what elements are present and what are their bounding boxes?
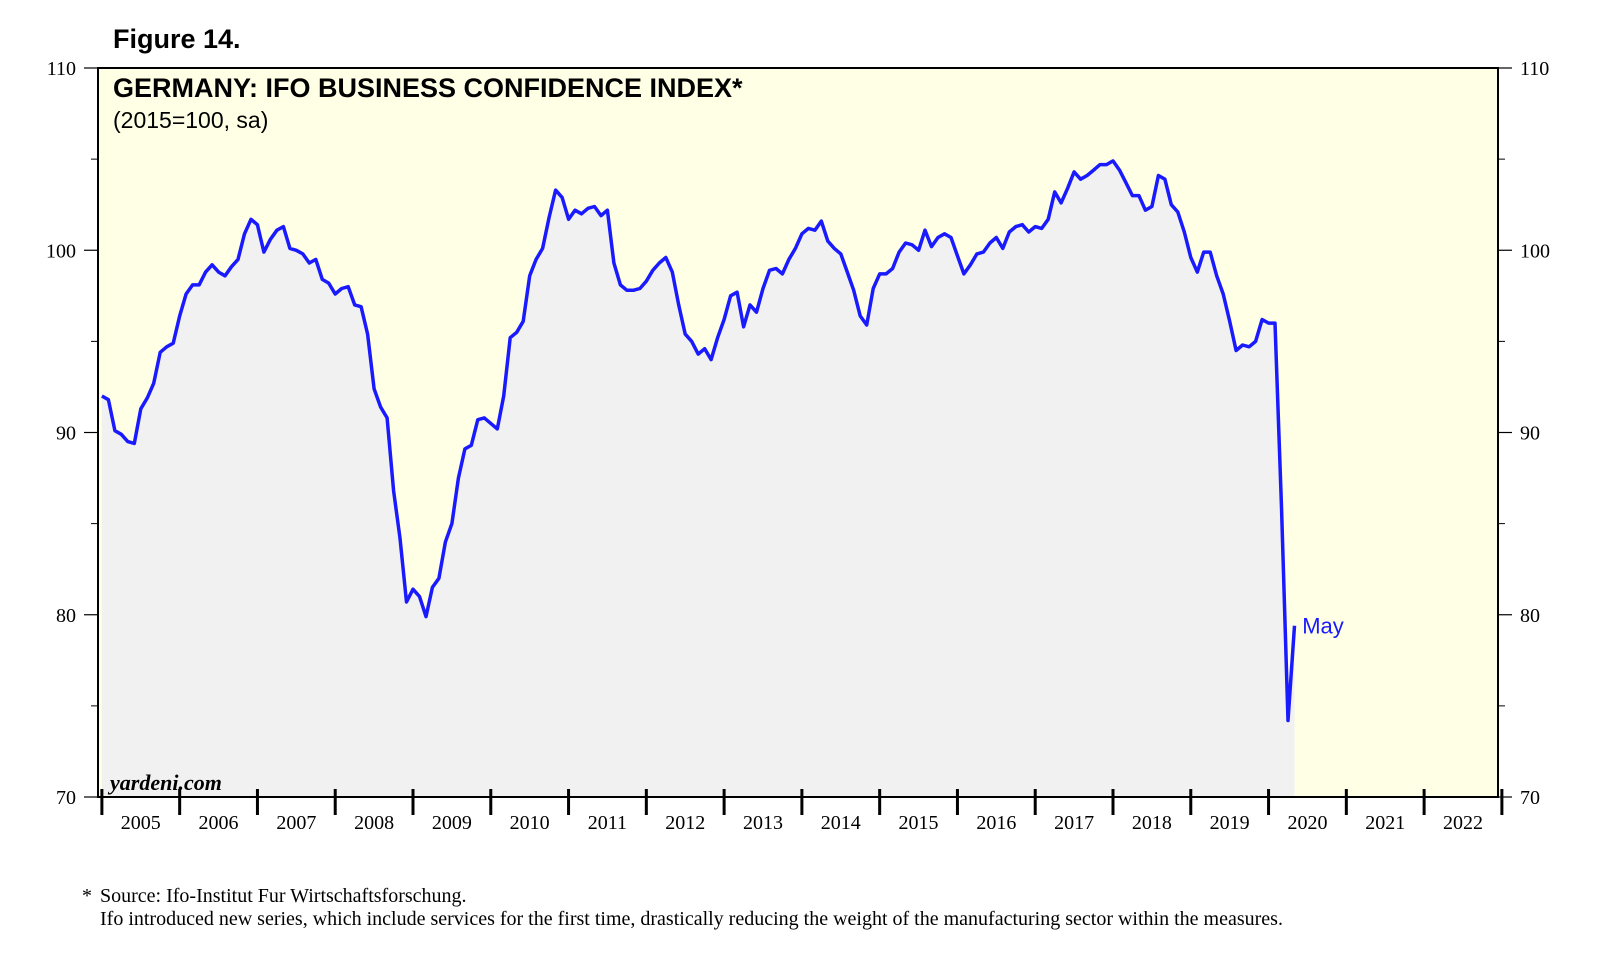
y-tick-label-right: 110 xyxy=(1520,58,1549,80)
x-axis: 2005 2006 2007 2008 2009 2010 2011 2012 2013 2014… xyxy=(100,789,1504,834)
x-tick-label: 2010 xyxy=(510,812,550,834)
x-tick-label: 2014 xyxy=(821,812,861,834)
chart-subtitle: (2015=100, sa) xyxy=(113,107,268,133)
chart-title: GERMANY: IFO BUSINESS CONFIDENCE INDEX* xyxy=(113,73,743,103)
x-tick-label: 2016 xyxy=(976,812,1016,834)
plot-frame xyxy=(97,67,1499,798)
y-axis-right: 70 80 90 100 110 xyxy=(1498,58,1550,809)
annotation-may: May xyxy=(1302,614,1344,639)
footnote-line-1: * Ifo introduced new series, which inclu… xyxy=(72,862,1283,931)
y-axis-left: 70 80 90 100 110 xyxy=(46,58,98,809)
y-tick-label-right: 100 xyxy=(1520,240,1550,262)
y-tick-label-left: 80 xyxy=(56,605,76,627)
y-tick-label-right: 70 xyxy=(1520,787,1540,809)
x-tick-label: 2018 xyxy=(1132,812,1172,834)
y-tick-label-right: 90 xyxy=(1520,423,1540,445)
x-tick-label: 2007 xyxy=(276,812,316,834)
x-tick-label: 2005 xyxy=(121,812,161,834)
y-tick-label-right: 80 xyxy=(1520,605,1540,627)
x-tick-label: 2009 xyxy=(432,812,472,834)
x-tick-label: 2012 xyxy=(665,812,705,834)
x-tick-label: 2011 xyxy=(588,812,627,834)
minor-ticks xyxy=(91,158,1505,707)
y-tick-label-left: 90 xyxy=(56,423,76,445)
x-tick-label: 2008 xyxy=(354,812,394,834)
footnote-text: Ifo introduced new series, which include… xyxy=(100,908,1283,930)
x-tick-label: 2015 xyxy=(899,812,939,834)
x-tick-label: 2020 xyxy=(1287,812,1327,834)
x-tick-label: 2022 xyxy=(1443,812,1483,834)
y-tick-label-left: 100 xyxy=(46,240,76,262)
watermark: yardeni.com xyxy=(107,770,222,795)
figure-label: Figure 14. xyxy=(113,24,241,54)
series-line xyxy=(101,159,1297,723)
footnote-source: Source: Ifo-Institut Fur Wirtschaftsfors… xyxy=(100,885,467,907)
x-tick-label: 2017 xyxy=(1054,812,1094,834)
series-area xyxy=(101,160,1295,797)
y-tick-label-left: 110 xyxy=(47,58,76,80)
x-tick-label: 2019 xyxy=(1210,812,1250,834)
footnote-marker: * xyxy=(82,885,92,907)
x-tick-label: 2013 xyxy=(743,812,783,834)
x-tick-label: 2006 xyxy=(199,812,239,834)
x-tick-label: 2021 xyxy=(1365,812,1405,834)
y-tick-label-left: 70 xyxy=(56,787,76,809)
